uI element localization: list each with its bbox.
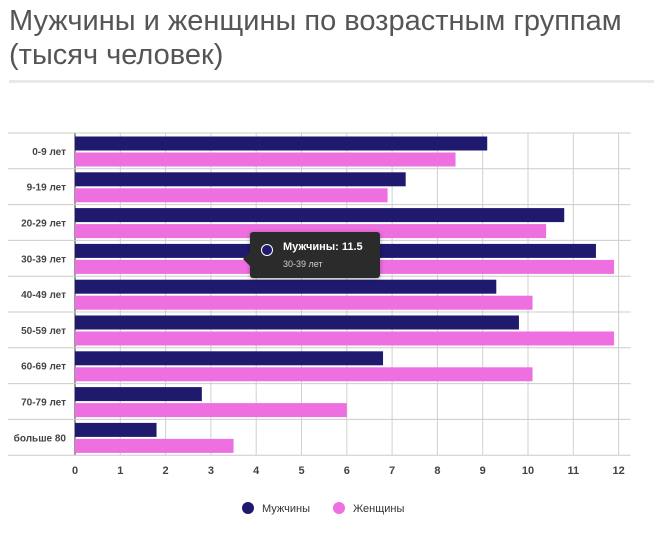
bars	[75, 136, 615, 453]
bar-women[interactable]	[75, 295, 533, 310]
bar-men[interactable]	[75, 351, 384, 366]
tooltip-pointer	[243, 252, 250, 266]
category-label: 40-49 лет	[21, 290, 66, 301]
bar-women[interactable]	[75, 438, 234, 453]
x-tick-label: 5	[298, 465, 304, 477]
bar-men[interactable]	[75, 387, 202, 402]
chart-title: Мужчины и женщины по возрастным группам …	[9, 5, 622, 71]
tooltip-subtitle: 30-39 лет	[283, 259, 323, 269]
category-label: 20-29 лет	[21, 219, 66, 230]
x-tick-label: 11	[567, 465, 579, 477]
tooltip-series-marker	[261, 244, 273, 256]
legend-marker	[333, 502, 345, 514]
title-divider	[9, 80, 654, 83]
bar-men[interactable]	[75, 422, 157, 437]
bar-men[interactable]	[75, 136, 488, 151]
category-label: 30-39 лет	[21, 254, 66, 265]
bar-men[interactable]	[75, 315, 519, 330]
legend-label[interactable]: Мужчины	[262, 503, 310, 515]
x-tick-label: 3	[208, 465, 214, 477]
category-label: 60-69 лет	[21, 362, 66, 373]
legend-label[interactable]: Женщины	[353, 503, 404, 515]
legend: Мужчины Женщины	[242, 502, 404, 515]
bar-women[interactable]	[75, 224, 547, 239]
x-tick-label: 4	[253, 465, 260, 477]
x-tick-label: 6	[344, 465, 350, 477]
category-label: 0-9 лет	[32, 147, 66, 158]
category-label: 50-59 лет	[21, 326, 66, 337]
tooltip-title: Мужчины: 11.5	[283, 241, 363, 253]
x-tick-label: 0	[72, 465, 78, 477]
x-tick-label: 7	[389, 465, 395, 477]
x-tick-labels: 0 1 2 3 4 5 6 7 8 9 10 11 12	[72, 465, 625, 477]
category-label: 9-19 лет	[27, 183, 66, 194]
bar-women[interactable]	[75, 403, 347, 418]
category-labels: 0-9 лет 9-19 лет 20-29 лет 30-39 лет 40-49 л…	[14, 147, 67, 444]
bar-women[interactable]	[75, 367, 533, 382]
category-label: 70-79 лет	[21, 398, 66, 409]
x-tick-label: 2	[163, 465, 169, 477]
bar-men[interactable]	[75, 208, 565, 223]
bar-women[interactable]	[75, 188, 388, 203]
bar-men[interactable]	[75, 279, 497, 294]
bar-men[interactable]	[75, 172, 406, 187]
x-tick-label: 9	[480, 465, 486, 477]
bar-women[interactable]	[75, 331, 615, 346]
legend-marker	[242, 502, 254, 514]
x-tick-label: 12	[612, 465, 624, 477]
x-tick-label: 8	[434, 465, 440, 477]
x-tick-label: 1	[117, 465, 123, 477]
tooltip: Мужчины: 11.5 30-39 лет	[243, 232, 380, 278]
bar-women[interactable]	[75, 152, 456, 167]
x-tick-label: 10	[522, 465, 534, 477]
category-label: больше 80	[14, 432, 67, 444]
